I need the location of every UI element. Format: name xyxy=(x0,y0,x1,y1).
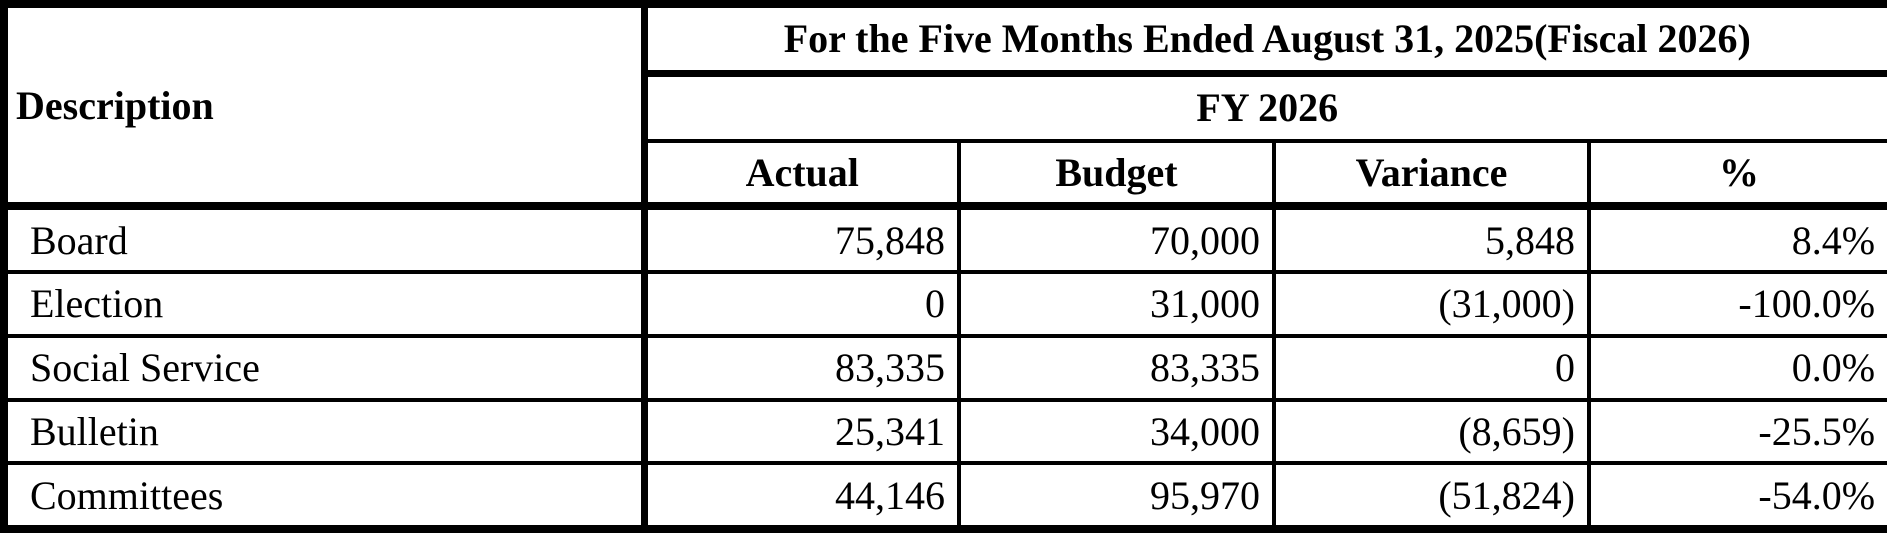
percent-cell: -100.0% xyxy=(1586,270,1887,338)
column-header-percent: % xyxy=(1586,138,1887,211)
description-cell: Bulletin xyxy=(0,397,646,466)
header-row-columns: Actual Budget Variance % xyxy=(4,138,1887,211)
budget-cell: 70,000 xyxy=(957,204,1276,275)
column-header-actual: Actual xyxy=(640,138,961,211)
column-header-budget: Budget xyxy=(957,138,1276,211)
actual-cell: 44,146 xyxy=(640,461,961,533)
table-row: Committees 44,146 95,970 (51,824) -54.0% xyxy=(0,461,1887,533)
description-cell: Social Service xyxy=(0,333,646,402)
percent-cell: 0.0% xyxy=(1586,333,1887,402)
actual-cell: 75,848 xyxy=(640,204,961,275)
description-cell: Committees xyxy=(0,461,646,533)
actual-cell: 83,335 xyxy=(640,333,961,402)
header-row-period: Description For the Five Months Ended Au… xyxy=(0,0,1887,211)
description-cell: Election xyxy=(0,270,646,338)
percent-cell: -25.5% xyxy=(1586,397,1887,466)
actual-cell: 25,341 xyxy=(640,397,961,466)
fy-header: FY 2026 xyxy=(640,71,1887,143)
budget-cell: 95,970 xyxy=(957,461,1276,533)
table-row: Board 75,848 70,000 5,848 8.4% xyxy=(0,204,1887,275)
description-header: Description xyxy=(0,0,646,211)
table-row: Bulletin 25,341 34,000 (8,659) -25.5% xyxy=(0,397,1887,466)
column-header-variance: Variance xyxy=(1272,138,1591,211)
percent-cell: -54.0% xyxy=(1586,461,1887,533)
actual-cell: 0 xyxy=(640,270,961,338)
variance-cell: 0 xyxy=(1272,333,1591,402)
variance-cell: (31,000) xyxy=(1272,270,1591,338)
budget-cell: 34,000 xyxy=(957,397,1276,466)
variance-cell: 5,848 xyxy=(1272,204,1591,275)
variance-cell: (8,659) xyxy=(1272,397,1591,466)
percent-cell: 8.4% xyxy=(1586,204,1887,275)
variance-cell: (51,824) xyxy=(1272,461,1591,533)
budget-cell: 31,000 xyxy=(957,270,1276,338)
description-cell: Board xyxy=(0,204,646,275)
table-row: Election 0 31,000 (31,000) -100.0% xyxy=(0,270,1887,338)
header-row-fy: FY 2026 xyxy=(4,71,1887,143)
budget-cell: 83,335 xyxy=(957,333,1276,402)
period-header: For the Five Months Ended August 31, 202… xyxy=(640,0,1887,77)
table-row: Social Service 83,335 83,335 0 0.0% xyxy=(0,333,1887,402)
